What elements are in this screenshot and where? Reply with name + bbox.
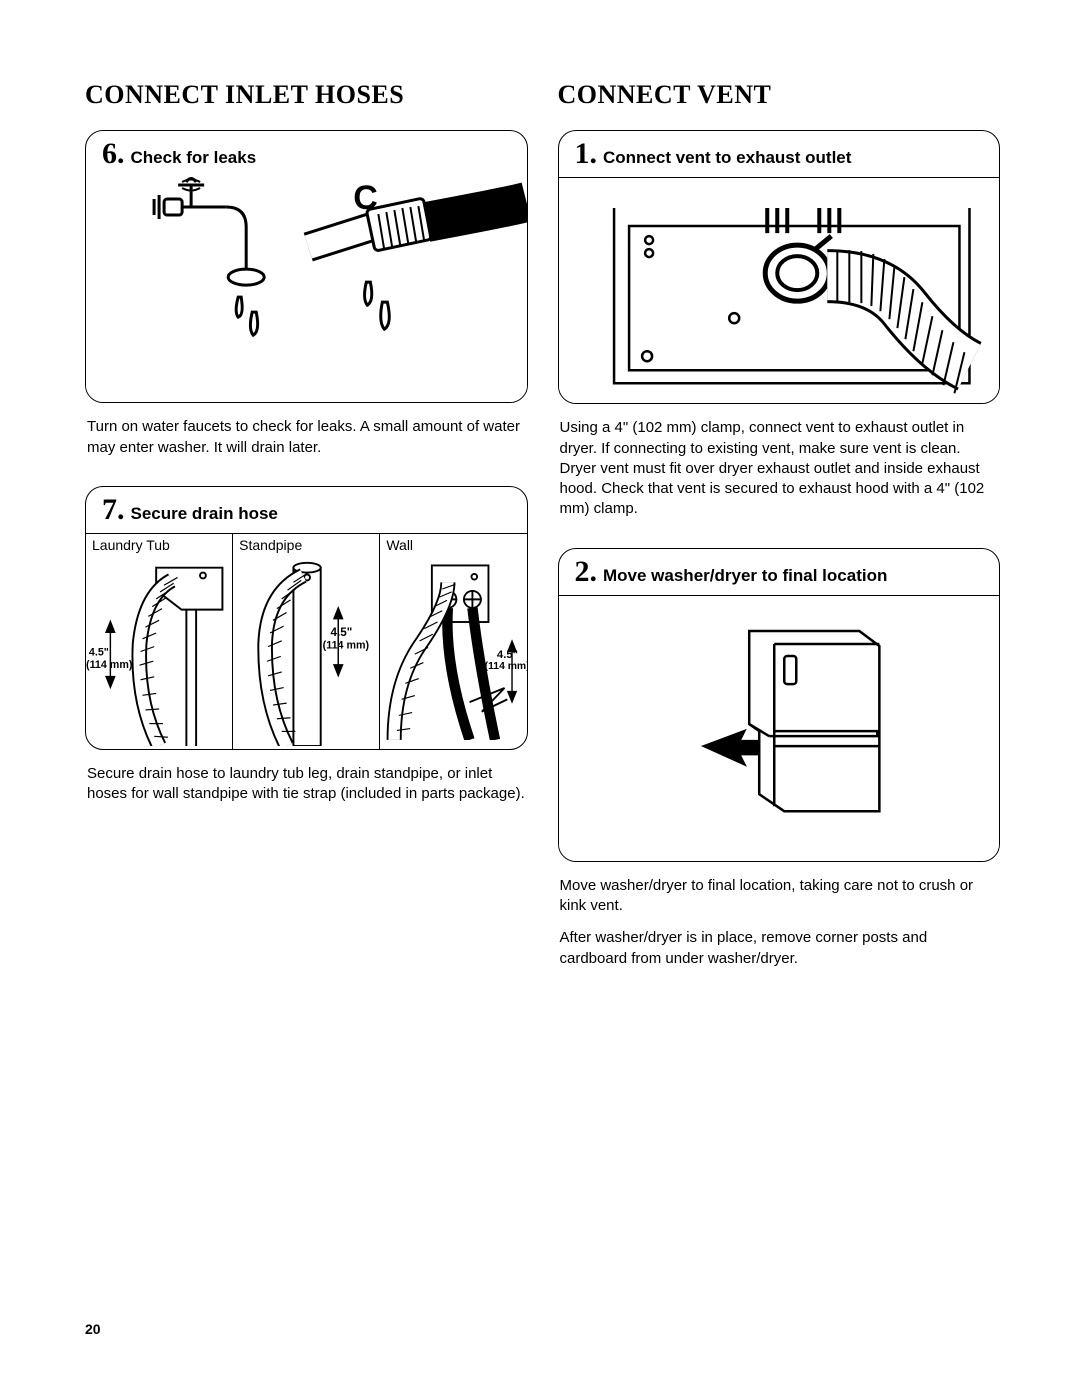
drain-cell-tub: Laundry Tub (86, 534, 233, 749)
step-7-grid: Laundry Tub (86, 533, 527, 749)
step-6-number: 6. (102, 137, 125, 171)
standpipe-dim-mm: (114 mm) (323, 639, 370, 651)
drain-label-wall: Wall (380, 534, 526, 556)
section-title-inlet: CONNECT INLET HOSES (85, 80, 528, 110)
step-6-header: 6. Check for leaks (86, 131, 527, 177)
vent-step-2-number: 2. (575, 555, 598, 589)
step-7-header: 7. Secure drain hose (86, 487, 527, 533)
step-7-body: Secure drain hose to laundry tub leg, dr… (87, 764, 526, 805)
vent-step-2-body-1: Move washer/dryer to final location, tak… (560, 876, 999, 917)
page-number: 20 (85, 1321, 101, 1337)
wall-dim: 4.5" (497, 649, 518, 661)
tub-drawing: 4.5" (114 mm) (86, 556, 232, 746)
drain-label-standpipe: Standpipe (233, 534, 379, 556)
step-7-title: Secure drain hose (131, 504, 278, 524)
wall-dim-mm: (114 mm) (485, 661, 526, 672)
step-7-number: 7. (102, 493, 125, 527)
tub-dim-mm: (114 mm) (86, 659, 133, 671)
tub-dim: 4.5" (89, 646, 109, 658)
vent-step-1-illustration (559, 177, 1000, 403)
section-title-vent: CONNECT VENT (558, 80, 1001, 110)
drain-cell-standpipe: Standpipe (233, 534, 380, 749)
step-6-illustration: C (86, 177, 527, 402)
vent-step-2-illustration (559, 595, 1000, 861)
vent-step-2-box: 2. Move washer/dryer to final location (558, 548, 1001, 862)
vent-drawing (559, 178, 1000, 398)
standpipe-drawing: 4.5" (114 mm) (233, 556, 379, 746)
vent-step-2-body-2: After washer/dryer is in place, remove c… (560, 928, 999, 969)
drain-label-tub: Laundry Tub (86, 534, 232, 556)
step-6-letter: C (353, 179, 378, 217)
step-6-box: 6. Check for leaks (85, 130, 528, 403)
washer-dryer-drawing (559, 616, 1000, 836)
drain-cell-wall: Wall (380, 534, 526, 749)
vent-step-1-number: 1. (575, 137, 598, 171)
vent-step-1-title: Connect vent to exhaust outlet (603, 148, 851, 168)
standpipe-dim: 4.5" (331, 626, 353, 639)
vent-step-1-body: Using a 4" (102 mm) clamp, connect vent … (560, 418, 999, 519)
faucet-drawing: C (86, 177, 527, 402)
step-6-body: Turn on water faucets to check for leaks… (87, 417, 526, 458)
step-7-box: 7. Secure drain hose Laundry Tub (85, 486, 528, 750)
step-6-title: Check for leaks (131, 148, 257, 168)
vent-step-1-box: 1. Connect vent to exhaust outlet (558, 130, 1001, 404)
vent-step-2-header: 2. Move washer/dryer to final location (559, 549, 1000, 595)
wall-drawing: 4.5" (114 mm) (380, 556, 526, 740)
vent-step-2-title: Move washer/dryer to final location (603, 566, 887, 586)
vent-step-1-header: 1. Connect vent to exhaust outlet (559, 131, 1000, 177)
